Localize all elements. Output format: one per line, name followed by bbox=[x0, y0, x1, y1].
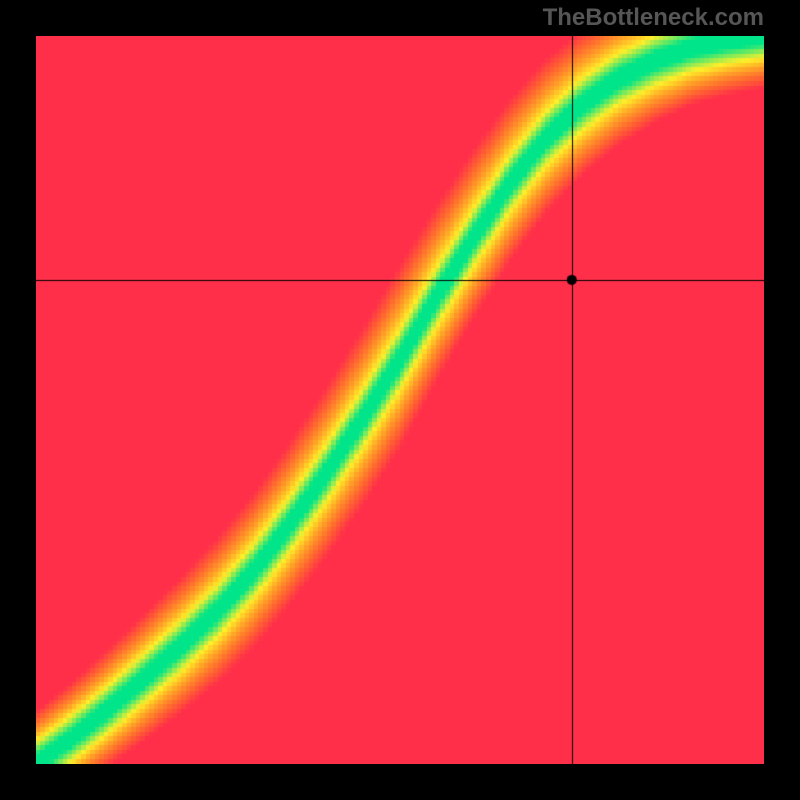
chart-container: TheBottleneck.com bbox=[0, 0, 800, 800]
bottleneck-heatmap bbox=[36, 36, 764, 764]
watermark-text: TheBottleneck.com bbox=[543, 4, 764, 32]
